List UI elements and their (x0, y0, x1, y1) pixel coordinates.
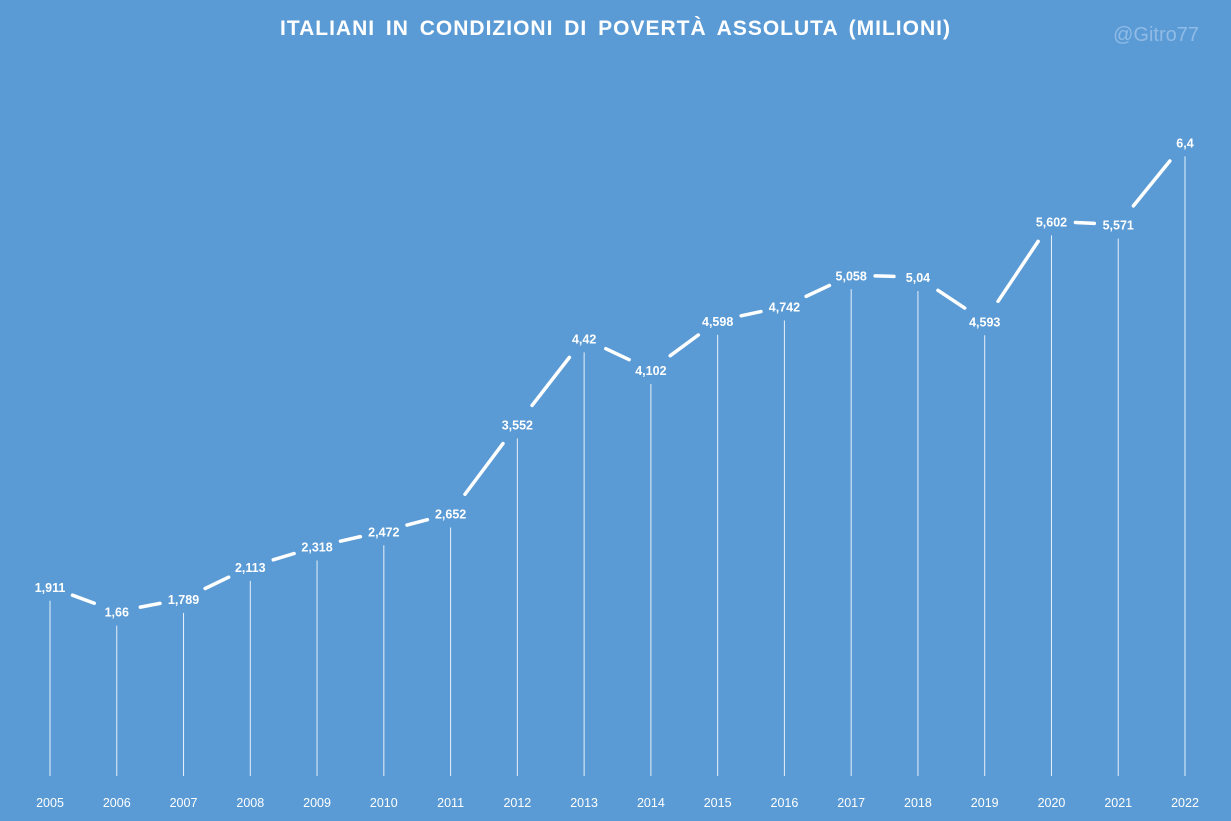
x-tick-label: 2022 (1171, 796, 1199, 810)
x-tick-label: 2016 (771, 796, 799, 810)
series-line-segment (936, 288, 967, 310)
x-tick-label: 2017 (837, 796, 865, 810)
x-tick-label: 2020 (1038, 796, 1066, 810)
data-label: 4,598 (702, 315, 733, 329)
series-line-segment (338, 534, 363, 543)
data-label: 1,66 (105, 606, 129, 620)
x-tick-label: 2012 (503, 796, 531, 810)
series-line-segment (203, 575, 231, 591)
chart-title: ITALIANI IN CONDIZIONI DI POVERTÀ ASSOLU… (280, 17, 951, 40)
series-line-segment (873, 274, 896, 279)
data-label: 5,571 (1103, 218, 1134, 232)
x-tick-label: 2008 (236, 796, 264, 810)
series-line-segment (138, 601, 162, 609)
x-tick-label: 2007 (170, 796, 198, 810)
series-line-segment (668, 333, 701, 358)
series-line-segment (463, 441, 505, 496)
x-tick-label: 2005 (36, 796, 64, 810)
series-line-segment (530, 355, 572, 408)
series-line-segment (405, 517, 430, 527)
series-line-segment (271, 551, 296, 562)
x-tick-label: 2021 (1104, 796, 1132, 810)
series-line-segment (996, 239, 1040, 304)
data-label: 6,4 (1176, 136, 1193, 150)
x-tick-label: 2009 (303, 796, 331, 810)
x-tick-label: 2019 (971, 796, 999, 810)
data-label: 3,552 (502, 418, 533, 432)
x-tick-label: 2018 (904, 796, 932, 810)
series-line-segment (604, 346, 631, 362)
data-label: 4,593 (969, 315, 1000, 329)
x-tick-label: 2006 (103, 796, 131, 810)
x-tick-label: 2010 (370, 796, 398, 810)
data-label: 4,742 (769, 301, 800, 315)
data-label: 2,472 (368, 525, 399, 539)
x-tick-label: 2011 (437, 796, 464, 810)
series-line-segment (1073, 220, 1097, 226)
data-label: 4,102 (635, 364, 666, 378)
x-tick-label: 2015 (704, 796, 732, 810)
data-label: 5,058 (836, 269, 867, 283)
series-line-segment (70, 593, 97, 606)
data-label: 1,911 (35, 581, 66, 595)
data-label: 2,318 (301, 541, 332, 555)
data-label: 2,652 (435, 507, 466, 521)
watermark: @Gitro77 (1113, 24, 1199, 46)
data-label: 5,04 (906, 271, 930, 285)
data-label: 2,113 (235, 561, 266, 575)
series-line-segment (739, 309, 763, 318)
series-line-segment (804, 283, 832, 299)
data-label: 1,789 (168, 593, 199, 607)
x-tick-label: 2013 (570, 796, 598, 810)
data-label: 5,602 (1036, 215, 1067, 229)
data-label: 4,42 (572, 332, 596, 346)
series-line-segment (1131, 159, 1172, 208)
x-tick-label: 2014 (637, 796, 665, 810)
